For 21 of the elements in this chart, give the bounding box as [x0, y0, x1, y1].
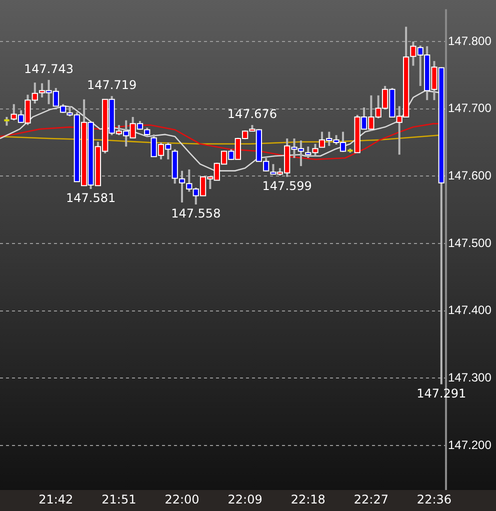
y-tick-label: 147.800: [448, 34, 492, 48]
annotation: 147.719: [87, 78, 137, 92]
y-tick-label: 147.400: [448, 303, 492, 318]
x-tick-label: 22:18: [290, 492, 326, 506]
x-tick-label: 22:00: [164, 492, 200, 506]
annotation: 147.743: [24, 62, 74, 76]
x-tick-label: 22:27: [354, 492, 388, 506]
annotation: 147.558: [171, 206, 221, 221]
annotation: 147.676: [227, 107, 278, 122]
x-tick-label: 22:09: [228, 492, 262, 506]
x-tick-label: 21:42: [38, 492, 74, 506]
y-tick-label: 147.600: [448, 168, 492, 183]
y-tick-label: 147.300: [448, 370, 492, 385]
y-tick-label: 147.700: [448, 101, 492, 116]
y-tick-label: 147.500: [448, 236, 492, 250]
y-tick-label: 147.200: [448, 438, 492, 452]
annotation: 147.581: [66, 191, 116, 206]
x-tick-label: 22:36: [416, 492, 452, 506]
annotation: 147.599: [262, 179, 312, 193]
annotation: 147.291: [416, 386, 466, 400]
x-tick-label: 21:51: [102, 492, 136, 506]
